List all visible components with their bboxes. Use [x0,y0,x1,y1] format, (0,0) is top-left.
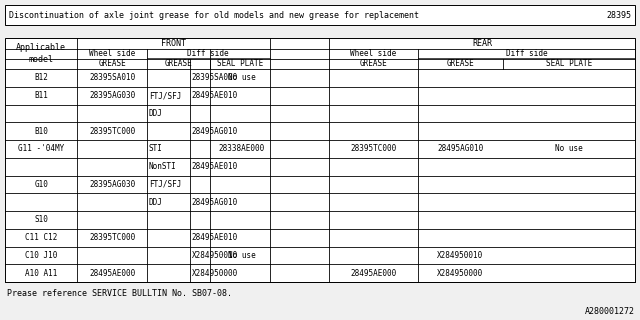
Text: 28495AG010: 28495AG010 [192,198,238,207]
Text: GREASE: GREASE [164,60,192,68]
Text: C10 J10: C10 J10 [25,251,58,260]
Text: FTJ/SFJ: FTJ/SFJ [148,91,181,100]
Text: S10: S10 [35,215,48,224]
Text: 28395SA010: 28395SA010 [89,73,135,82]
Text: B10: B10 [35,127,48,136]
Text: 28395TC000: 28395TC000 [89,233,135,242]
Text: 28395TC000: 28395TC000 [351,144,397,153]
Text: DDJ: DDJ [148,109,163,118]
Text: No use: No use [228,73,255,82]
Text: G10: G10 [35,180,48,189]
Text: 28495AE010: 28495AE010 [192,233,238,242]
Text: X284950000: X284950000 [192,268,238,278]
Text: Discontinuation of axle joint grease for old models and new grease for replaceme: Discontinuation of axle joint grease for… [9,11,419,20]
Text: 28495AE010: 28495AE010 [192,162,238,171]
Text: No use: No use [555,144,583,153]
Text: Prease reference SERVICE BULLTIN No. SB07-08.: Prease reference SERVICE BULLTIN No. SB0… [7,290,232,299]
Text: GREASE: GREASE [360,60,387,68]
Text: 28395: 28395 [606,11,631,20]
Text: A280001272: A280001272 [585,308,635,316]
Text: 28495AG010: 28495AG010 [192,127,238,136]
Text: A10 A11: A10 A11 [25,268,58,278]
Text: GREASE: GREASE [446,60,474,68]
Text: B12: B12 [35,73,48,82]
Bar [5,5,635,25]
Text: SEAL PLATE: SEAL PLATE [546,60,592,68]
Text: DDJ: DDJ [148,198,163,207]
Text: Applicable
model: Applicable model [16,43,66,64]
Text: 28395TC000: 28395TC000 [89,127,135,136]
Text: 28338AE000: 28338AE000 [218,144,265,153]
Text: C11 C12: C11 C12 [25,233,58,242]
Text: X284950000: X284950000 [437,268,483,278]
Text: 28395AG030: 28395AG030 [89,91,135,100]
Text: 28495AE000: 28495AE000 [89,268,135,278]
Text: 28395AG030: 28395AG030 [89,180,135,189]
Text: 28495AE000: 28495AE000 [351,268,397,278]
Text: 28495AG010: 28495AG010 [437,144,483,153]
Text: FTJ/SFJ: FTJ/SFJ [148,180,181,189]
Text: REAR: REAR [472,39,492,48]
Text: 28395SA000: 28395SA000 [192,73,238,82]
Text: 28495AE010: 28495AE010 [192,91,238,100]
Text: No use: No use [228,251,255,260]
Text: GREASE: GREASE [98,60,126,68]
Text: X284950010: X284950010 [192,251,238,260]
Text: STI: STI [148,144,163,153]
Text: NonSTI: NonSTI [148,162,177,171]
Text: Diff side: Diff side [188,50,229,59]
Text: X284950010: X284950010 [437,251,483,260]
Bar [5,38,635,282]
Text: Wheel side: Wheel side [351,50,397,59]
Text: Diff side: Diff side [506,50,547,59]
Text: B11: B11 [35,91,48,100]
Text: Wheel side: Wheel side [89,50,135,59]
Text: G11 -'04MY: G11 -'04MY [18,144,65,153]
Text: FRONT: FRONT [161,39,186,48]
Text: SEAL PLATE: SEAL PLATE [216,60,263,68]
